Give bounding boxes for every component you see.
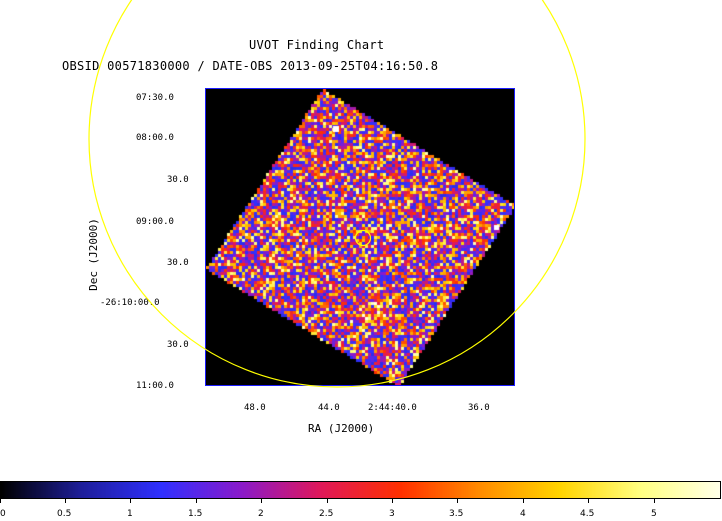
y-tick-label: 11:00.0 bbox=[136, 381, 174, 391]
x-tick-label: 44.0 bbox=[318, 403, 340, 413]
x-tick-label: 2:44:40.0 bbox=[368, 403, 417, 413]
colorbar-tick-label: 5 bbox=[651, 509, 657, 519]
colorbar-tick-label: 2 bbox=[258, 509, 264, 519]
y-tick-label: -26:10:00.0 bbox=[100, 298, 160, 308]
field-of-view-circle bbox=[88, 0, 586, 388]
chart-subtitle: OBSID 00571830000 / DATE-OBS 2013-09-25T… bbox=[62, 59, 439, 73]
x-tick-label: 48.0 bbox=[244, 403, 266, 413]
colorbar-tick-label: 3.5 bbox=[449, 509, 464, 519]
chart-title: UVOT Finding Chart bbox=[249, 38, 385, 52]
colorbar-tick-label: 1.5 bbox=[188, 509, 203, 519]
colorbar-tick bbox=[523, 499, 524, 503]
colorbar-tick bbox=[327, 499, 328, 503]
colorbar-tick bbox=[261, 499, 262, 503]
colorbar-tick-label: 4.5 bbox=[580, 509, 595, 519]
colorbar-tick bbox=[654, 499, 655, 503]
colorbar-tick bbox=[457, 499, 458, 503]
colorbar-tick bbox=[65, 499, 66, 503]
sky-image-canvas bbox=[206, 89, 514, 385]
y-tick-label: 30.0 bbox=[167, 175, 189, 185]
colorbar-tick-label: 3 bbox=[389, 509, 395, 519]
source-region-circle bbox=[354, 229, 372, 247]
colorbar-tick-label: 1 bbox=[127, 509, 133, 519]
colorbar-tick-label: 2.5 bbox=[319, 509, 334, 519]
y-tick-label: 09:00.0 bbox=[136, 217, 174, 227]
colorbar-tick bbox=[130, 499, 131, 503]
colorbar-tick bbox=[588, 499, 589, 503]
x-axis-label: RA (J2000) bbox=[308, 422, 375, 435]
colorbar-tick-label: 0 bbox=[0, 509, 6, 519]
colorbar-tick bbox=[196, 499, 197, 503]
colorbar bbox=[0, 481, 721, 499]
x-tick-label: 36.0 bbox=[468, 403, 490, 413]
colorbar-tick-label: 0.5 bbox=[57, 509, 72, 519]
y-tick-label: 07:30.0 bbox=[136, 93, 174, 103]
y-tick-label: 08:00.0 bbox=[136, 133, 174, 143]
colorbar-tick-label: 4 bbox=[520, 509, 526, 519]
y-tick-label: 30.0 bbox=[167, 340, 189, 350]
y-tick-label: 30.0 bbox=[167, 258, 189, 268]
sky-image bbox=[205, 88, 515, 386]
colorbar-tick bbox=[392, 499, 393, 503]
colorbar-tick bbox=[0, 499, 1, 503]
